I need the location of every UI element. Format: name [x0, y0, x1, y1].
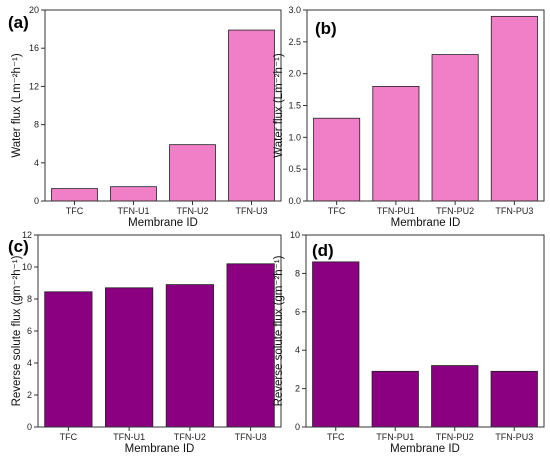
- x-tick-label: TFN-PU3: [495, 206, 533, 216]
- y-tick-label: 4: [34, 158, 39, 168]
- x-tick-label: TFN-PU1: [376, 432, 414, 442]
- panel-label: (d): [312, 241, 334, 260]
- bar-tfc: [312, 261, 360, 428]
- bar-tfn-u1: [110, 186, 157, 202]
- x-tick-label: TFN-U2: [174, 432, 206, 442]
- y-tick-label: 1.0: [288, 132, 301, 142]
- x-tick-label: TFC: [66, 206, 84, 216]
- panel-b: 0.0 0.5 1.0 1.5 2.0 2.5 3.0 TFC TFN-PU1 TFN-PU2 TF…: [273, 5, 545, 229]
- panel-label: (b): [315, 19, 337, 38]
- y-tick-label: 10: [22, 262, 32, 272]
- bar-tfn-pu3: [490, 370, 538, 428]
- y-axis-title: Water flux (Lm⁻²h⁻¹): [273, 53, 285, 158]
- x-tick-label: TFN-U3: [235, 432, 267, 442]
- y-tick-label: 1.5: [288, 101, 301, 111]
- y-axis-title: Water flux (Lm⁻²h⁻¹): [11, 53, 23, 158]
- x-tick-label: TFN-PU1: [377, 206, 415, 216]
- panel-d: 0 2 4 6 8 10 TFC TFN-PU1 TFN-PU2 TFN-PU3 Membrane …: [273, 230, 545, 455]
- bar-tfc: [44, 291, 93, 428]
- y-axis-title: Reverse solute flux (gm⁻²h⁻¹): [273, 255, 285, 406]
- x-tick-label: TFN-U1: [118, 206, 150, 216]
- panel-label: (a): [8, 13, 29, 32]
- y-tick-label: 20: [29, 5, 39, 15]
- x-tick-label: TFN-PU2: [436, 432, 474, 442]
- y-tick-label: 2: [295, 384, 300, 394]
- x-tick-label: TFC: [327, 432, 345, 442]
- x-tick-label: TFN-U1: [113, 432, 145, 442]
- bar-tfc: [313, 117, 361, 202]
- bar-tfn-u2: [165, 284, 214, 428]
- y-tick-label: 6: [27, 326, 32, 336]
- x-tick-label: TFN-U3: [236, 206, 268, 216]
- x-axis-title: Membrane ID: [391, 217, 461, 229]
- y-tick-label: 12: [29, 81, 39, 91]
- panel-label: (c): [8, 237, 29, 256]
- bar-tfn-u3: [228, 29, 275, 202]
- x-axis-title: Membrane ID: [390, 443, 460, 455]
- y-tick-label: 2.5: [288, 37, 301, 47]
- y-tick-label: 0.5: [288, 164, 301, 174]
- y-tick-label: 10: [290, 230, 300, 240]
- y-tick-label: 0: [27, 422, 32, 432]
- y-tick-label: 4: [27, 358, 32, 368]
- y-tick-label: 8: [27, 294, 32, 304]
- bar-tfn-u3: [226, 263, 275, 428]
- x-tick-label: TFN-PU2: [436, 206, 474, 216]
- y-tick-label: 0: [34, 196, 39, 206]
- y-tick-label: 0.0: [288, 196, 301, 206]
- y-tick-label: 12: [22, 230, 32, 240]
- bar-tfn-pu1: [372, 86, 420, 202]
- y-tick-label: 0: [295, 422, 300, 432]
- bar-tfn-pu2: [431, 54, 479, 202]
- plot-frame: [44, 9, 282, 202]
- y-tick-label: 16: [29, 43, 39, 53]
- y-tick-label: 3.0: [288, 5, 301, 15]
- plot-frame: [305, 234, 545, 428]
- x-axis-title: Membrane ID: [128, 217, 198, 229]
- bar-tfc: [51, 188, 98, 202]
- y-tick-label: 6: [295, 307, 300, 317]
- bar-tfn-u2: [169, 144, 216, 202]
- bar-tfn-u1: [105, 287, 154, 428]
- y-axis-title: Reverse solute flux (gm⁻²h⁻¹): [11, 255, 23, 406]
- bar-tfn-pu1: [371, 370, 419, 428]
- bar-tfn-pu2: [431, 365, 479, 428]
- x-tick-label: TFN-PU3: [495, 432, 533, 442]
- y-tick-label: 8: [295, 268, 300, 278]
- y-tick-label: 4: [295, 345, 300, 355]
- x-tick-label: TFC: [60, 432, 78, 442]
- y-tick-label: 2.0: [288, 69, 301, 79]
- x-axis-title: Membrane ID: [125, 443, 195, 455]
- y-tick-label: 2: [27, 390, 32, 400]
- bar-tfn-pu3: [490, 15, 538, 202]
- panel-c: 0 2 4 6 8 10 12 TFC TFN-U1 TFN-U2 TFN-U3 Membrane I…: [8, 230, 282, 455]
- panel-a: 0 4 8 12 16 20 TFC TFN-U1 TFN-U2 TFN-U3 Membrane I…: [8, 5, 282, 229]
- y-tick-label: 8: [34, 120, 39, 130]
- x-tick-label: TFN-U2: [177, 206, 209, 216]
- x-tick-label: TFC: [328, 206, 346, 216]
